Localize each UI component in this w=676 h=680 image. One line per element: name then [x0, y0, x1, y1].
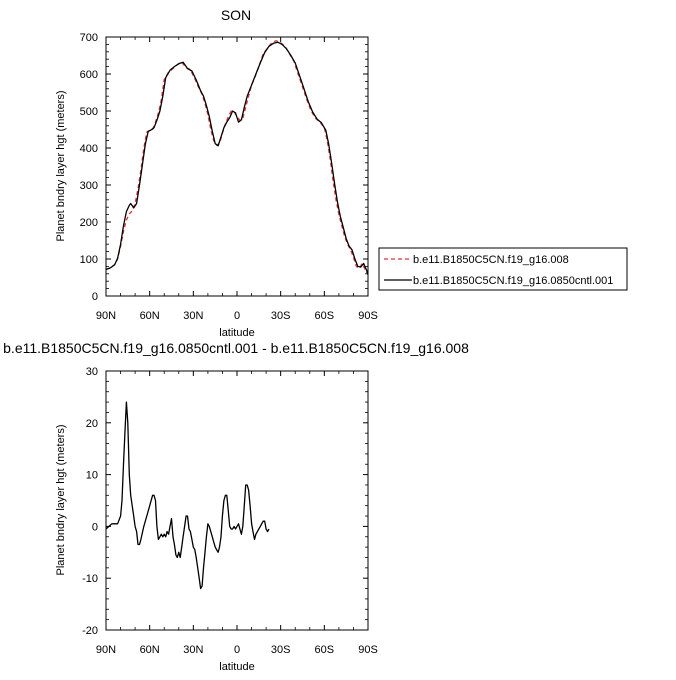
top-plot-frame — [105, 36, 369, 297]
top-series-line-2 — [105, 41, 369, 275]
top-plot-area: 0 100 200 300 400 500 600 700 90N 60N 30N 0 30S 60S 90… — [80, 32, 378, 322]
bottom-x-tick-label: 90N — [96, 644, 116, 656]
top-y-tick-label: 400 — [80, 143, 98, 155]
top-y-tick-label: 300 — [80, 180, 98, 192]
top-chart-title: SON — [221, 7, 251, 23]
bottom-series-line-1 — [105, 401, 270, 590]
top-y-axis-label: Planet bndry layer hgt (meters) — [55, 90, 67, 241]
top-x-tick-label: 60S — [315, 310, 335, 322]
top-x-tick-label: 30S — [271, 310, 291, 322]
top-y-tick-label: 100 — [80, 254, 98, 266]
bottom-plot-frame — [105, 370, 369, 631]
bottom-plot-area: -20 -10 0 10 20 30 90N 60N 30N 0 30S 60S 90S — [82, 366, 378, 656]
bottom-y-axis-label: Planet bndry layer hgt (meters) — [55, 424, 67, 575]
bottom-x-tick-label: 30S — [271, 644, 291, 656]
bottom-x-axis-label: latitude — [219, 661, 254, 673]
bottom-x-tick-label: 60N — [140, 644, 160, 656]
top-panel: SON 0 100 200 300 400 500 600 700 90N 60N 30N 0 30S 6… — [55, 7, 378, 339]
top-y-tick-label: 0 — [92, 291, 98, 303]
legend: b.e11.B1850C5CN.f19_g16.008 b.e11.B1850C… — [378, 247, 628, 291]
top-x-tick-label: 90S — [358, 310, 378, 322]
top-x-axis-label: latitude — [219, 327, 254, 339]
bottom-y-tick-label: 20 — [86, 418, 98, 430]
bottom-y-tick-label: 30 — [86, 366, 98, 378]
bottom-x-tick-label: 60S — [315, 644, 335, 656]
legend-box — [378, 247, 628, 291]
bottom-y-tick-label: 10 — [86, 470, 98, 482]
top-x-tick-label: 60N — [140, 310, 160, 322]
top-x-tick-label: 30N — [183, 310, 203, 322]
top-x-tick-label: 0 — [234, 310, 240, 322]
top-y-tick-label: 500 — [80, 106, 98, 118]
bottom-x-tick-label: 90S — [358, 644, 378, 656]
top-y-tick-label: 700 — [80, 32, 98, 44]
bottom-y-tick-label: -10 — [82, 573, 98, 585]
top-x-tick-label: 90N — [96, 310, 116, 322]
bottom-chart-title: b.e11.B1850C5CN.f19_g16.0850cntl.001 - b… — [3, 340, 469, 356]
bottom-y-tick-label: -20 — [82, 625, 98, 637]
top-series-line-1 — [105, 40, 369, 275]
bottom-x-tick-label: 30N — [183, 644, 203, 656]
bottom-panel: b.e11.B1850C5CN.f19_g16.0850cntl.001 - b… — [3, 340, 469, 673]
bottom-x-tick-label: 0 — [234, 644, 240, 656]
top-y-tick-label: 600 — [80, 69, 98, 81]
legend-label-series-1: b.e11.B1850C5CN.f19_g16.008 — [413, 254, 569, 266]
legend-label-series-2: b.e11.B1850C5CN.f19_g16.0850cntl.001 — [413, 275, 613, 287]
bottom-y-tick-label: 0 — [92, 521, 98, 533]
top-y-tick-label: 200 — [80, 217, 98, 229]
